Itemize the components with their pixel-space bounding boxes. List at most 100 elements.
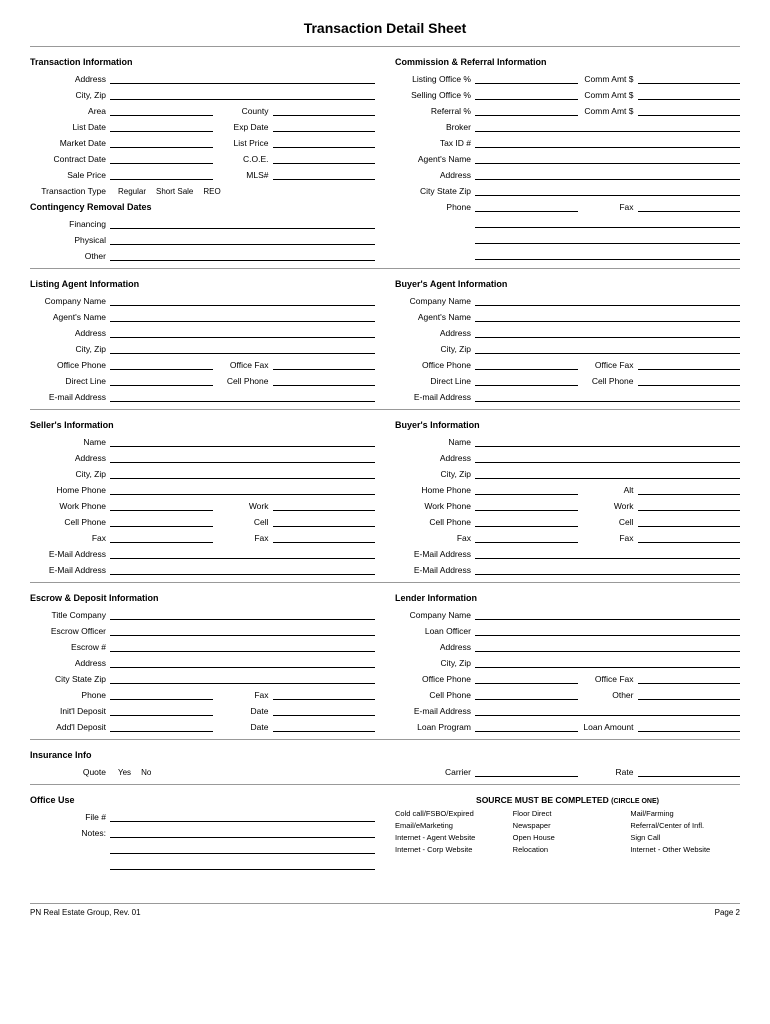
field-line[interactable] xyxy=(110,106,213,116)
field-line[interactable] xyxy=(475,501,578,511)
field-line[interactable] xyxy=(273,376,376,386)
field-line[interactable] xyxy=(638,485,741,495)
field-line[interactable] xyxy=(475,517,578,527)
opt-regular[interactable]: Regular xyxy=(118,187,146,196)
field-line[interactable] xyxy=(475,312,740,322)
field-line[interactable] xyxy=(475,549,740,559)
field-line[interactable] xyxy=(475,360,578,370)
field-line[interactable] xyxy=(475,328,740,338)
field-line[interactable] xyxy=(110,453,375,463)
field-line[interactable] xyxy=(273,122,376,132)
field-line[interactable] xyxy=(110,690,213,700)
field-line[interactable] xyxy=(273,690,376,700)
opt-yes[interactable]: Yes xyxy=(118,768,131,777)
field-line[interactable] xyxy=(110,122,213,132)
field-line[interactable] xyxy=(475,642,740,652)
field-line[interactable] xyxy=(475,767,578,777)
field-line[interactable] xyxy=(475,202,578,212)
field-line[interactable] xyxy=(638,533,741,543)
opt-reo[interactable]: REO xyxy=(203,187,220,196)
field-line[interactable] xyxy=(475,674,578,684)
field-line[interactable] xyxy=(110,328,375,338)
field-line[interactable] xyxy=(273,106,376,116)
field-line[interactable] xyxy=(110,296,375,306)
field-line[interactable] xyxy=(273,170,376,180)
field-line[interactable] xyxy=(273,722,376,732)
field-line[interactable] xyxy=(110,170,213,180)
field-line[interactable] xyxy=(110,626,375,636)
field-line[interactable] xyxy=(273,706,376,716)
field-line[interactable] xyxy=(110,219,375,229)
field-line[interactable] xyxy=(638,106,741,116)
field-line[interactable] xyxy=(475,250,740,260)
field-line[interactable] xyxy=(475,74,578,84)
field-line[interactable] xyxy=(110,312,375,322)
field-line[interactable] xyxy=(638,767,741,777)
field-line[interactable] xyxy=(638,90,741,100)
field-line[interactable] xyxy=(110,360,213,370)
source-option[interactable]: Referral/Center of Infl. xyxy=(630,821,740,830)
field-line[interactable] xyxy=(475,234,740,244)
field-line[interactable] xyxy=(110,501,213,511)
field-line[interactable] xyxy=(475,296,740,306)
field-line[interactable] xyxy=(638,674,741,684)
field-line[interactable] xyxy=(273,501,376,511)
field-line[interactable] xyxy=(110,642,375,652)
field-line[interactable] xyxy=(638,376,741,386)
field-line[interactable] xyxy=(110,469,375,479)
field-line[interactable] xyxy=(110,674,375,684)
field-line[interactable] xyxy=(110,549,375,559)
field-line[interactable] xyxy=(110,706,213,716)
field-line[interactable] xyxy=(475,485,578,495)
field-line[interactable] xyxy=(475,565,740,575)
field-line[interactable] xyxy=(475,218,740,228)
field-line[interactable] xyxy=(110,138,213,148)
field-line[interactable] xyxy=(110,392,375,402)
field-line[interactable] xyxy=(110,812,375,822)
source-option[interactable]: Open House xyxy=(513,833,623,842)
field-line[interactable] xyxy=(273,533,376,543)
source-option[interactable]: Internet - Agent Website xyxy=(395,833,505,842)
opt-no[interactable]: No xyxy=(141,768,151,777)
field-line[interactable] xyxy=(475,106,578,116)
field-line[interactable] xyxy=(110,533,213,543)
field-line[interactable] xyxy=(475,453,740,463)
source-option[interactable]: Internet - Other Website xyxy=(630,845,740,854)
field-line[interactable] xyxy=(110,251,375,261)
source-option[interactable]: Floor Direct xyxy=(513,809,623,818)
opt-shortsale[interactable]: Short Sale xyxy=(156,187,193,196)
field-line[interactable] xyxy=(110,610,375,620)
field-line[interactable] xyxy=(475,344,740,354)
field-line[interactable] xyxy=(638,722,741,732)
field-line[interactable] xyxy=(110,517,213,527)
field-line[interactable] xyxy=(273,138,376,148)
field-line[interactable] xyxy=(110,154,213,164)
field-line[interactable] xyxy=(638,501,741,511)
field-line[interactable] xyxy=(110,74,375,84)
field-line[interactable] xyxy=(475,138,740,148)
field-line[interactable] xyxy=(638,202,741,212)
field-line[interactable] xyxy=(475,469,740,479)
field-line[interactable] xyxy=(110,485,375,495)
source-option[interactable]: Internet - Corp Website xyxy=(395,845,505,854)
field-line[interactable] xyxy=(475,392,740,402)
field-line[interactable] xyxy=(638,517,741,527)
field-line[interactable] xyxy=(475,90,578,100)
field-line[interactable] xyxy=(475,533,578,543)
field-line[interactable] xyxy=(475,437,740,447)
field-line[interactable] xyxy=(110,565,375,575)
field-line[interactable] xyxy=(273,517,376,527)
field-line[interactable] xyxy=(475,376,578,386)
field-line[interactable] xyxy=(110,722,213,732)
field-line[interactable] xyxy=(273,154,376,164)
source-option[interactable]: Email/eMarketing xyxy=(395,821,505,830)
field-line[interactable] xyxy=(475,658,740,668)
field-line[interactable] xyxy=(475,170,740,180)
field-line[interactable] xyxy=(110,860,375,870)
field-line[interactable] xyxy=(638,74,741,84)
field-line[interactable] xyxy=(475,706,740,716)
field-line[interactable] xyxy=(110,828,375,838)
field-line[interactable] xyxy=(475,122,740,132)
field-line[interactable] xyxy=(110,235,375,245)
field-line[interactable] xyxy=(110,90,375,100)
